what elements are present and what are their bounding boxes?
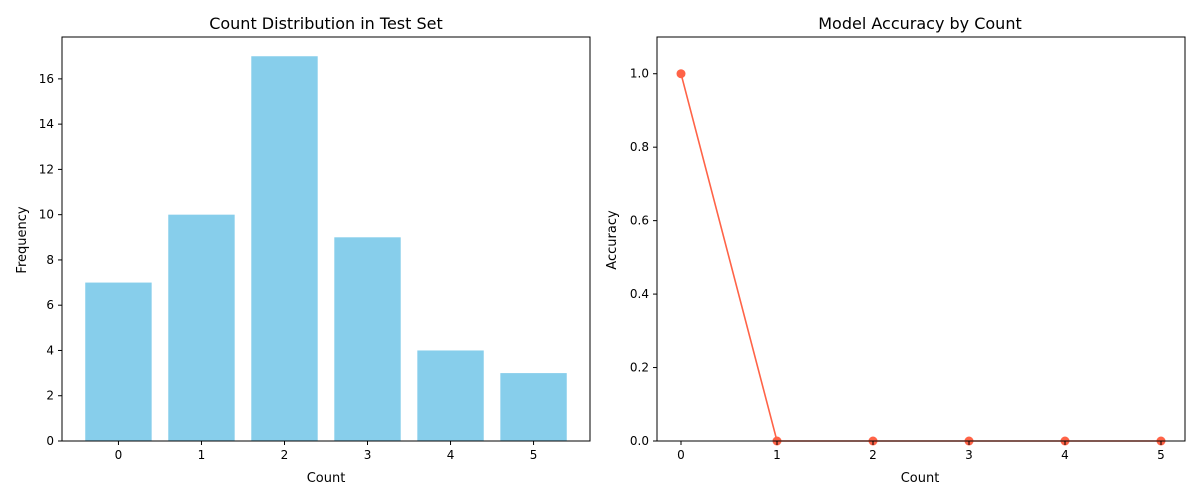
y-tick-label: 0.8 xyxy=(630,140,649,154)
bar-1 xyxy=(168,214,235,441)
line-chart-axes-frame xyxy=(656,36,1186,442)
y-tick-label: 14 xyxy=(39,117,54,131)
accuracy-line xyxy=(680,73,1161,442)
x-tick-label: 4 xyxy=(1061,448,1069,462)
y-tick-label: 10 xyxy=(39,208,54,222)
bar-chart-xlabel: Count xyxy=(307,471,346,486)
accuracy-point-0 xyxy=(676,69,686,79)
x-tick-label: 2 xyxy=(869,448,877,462)
x-tick-label: 4 xyxy=(447,448,455,462)
y-tick-label: 12 xyxy=(39,162,54,176)
line-chart-panel: Model Accuracy by Count Count Accuracy 0… xyxy=(605,14,1186,486)
y-tick-label: 0 xyxy=(46,434,54,448)
y-tick-label: 0.4 xyxy=(630,287,649,301)
line-chart-y-ticks: 0.0 0.2 0.4 0.6 0.8 1.0 xyxy=(630,67,657,448)
x-tick-label: 0 xyxy=(677,448,685,462)
x-tick-label: 2 xyxy=(281,448,289,462)
line-chart-x-ticks: 0 1 2 3 4 5 xyxy=(677,441,1165,462)
line-chart-title: Model Accuracy by Count xyxy=(818,14,1021,33)
x-tick-label: 0 xyxy=(115,448,123,462)
bar-chart-x-ticks: 0 1 2 3 4 5 xyxy=(115,441,538,462)
y-tick-label: 0.0 xyxy=(630,434,649,448)
bar-chart-panel: Count Distribution in Test Set Count Fre… xyxy=(15,14,591,486)
y-tick-label: 2 xyxy=(46,389,54,403)
bar-3 xyxy=(334,237,401,441)
y-tick-label: 4 xyxy=(46,343,54,357)
y-tick-label: 6 xyxy=(46,298,54,312)
bar-chart-axes-frame xyxy=(61,36,591,442)
y-tick-label: 1.0 xyxy=(630,67,649,81)
bar-chart-y-ticks: 0 2 4 6 8 10 12 14 16 xyxy=(39,72,62,448)
bar-chart-title: Count Distribution in Test Set xyxy=(209,14,443,33)
bar-chart-bars xyxy=(85,56,567,441)
bar-0 xyxy=(85,282,152,441)
x-tick-label: 1 xyxy=(198,448,206,462)
x-tick-label: 3 xyxy=(965,448,973,462)
bar-chart-ylabel: Frequency xyxy=(15,206,30,273)
line-chart-xlabel: Count xyxy=(901,471,940,486)
y-tick-label: 16 xyxy=(39,72,54,86)
x-tick-label: 3 xyxy=(364,448,372,462)
y-tick-label: 8 xyxy=(46,253,54,267)
line-chart-ylabel: Accuracy xyxy=(605,210,620,270)
x-tick-label: 1 xyxy=(773,448,781,462)
x-tick-label: 5 xyxy=(1157,448,1165,462)
bar-4 xyxy=(417,350,484,441)
x-tick-label: 5 xyxy=(530,448,538,462)
y-tick-label: 0.6 xyxy=(630,214,649,228)
line-chart-series xyxy=(676,69,1166,446)
y-tick-label: 0.2 xyxy=(630,361,649,375)
bar-2 xyxy=(251,56,318,441)
bar-5 xyxy=(500,373,567,441)
